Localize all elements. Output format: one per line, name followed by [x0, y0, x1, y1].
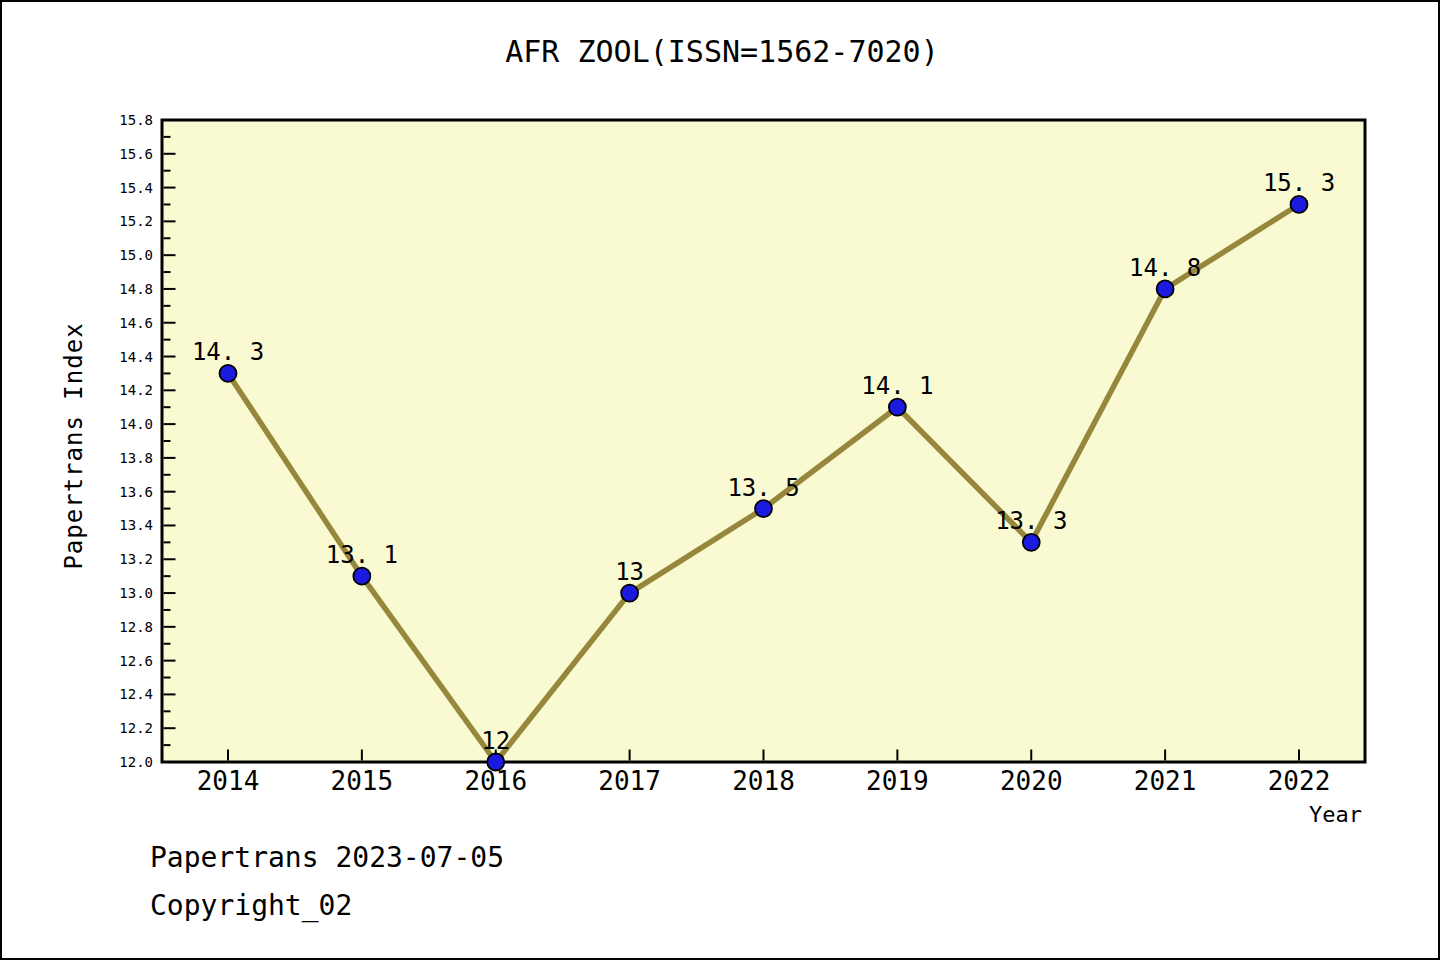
y-tick-label: 12.0	[119, 754, 153, 770]
plot-area: 12.0 12.2 12.4 12.6 12.8 13.0 13.2 13.4 13.6 13.8…	[119, 112, 1365, 796]
x-tick-label: 2017	[598, 766, 661, 796]
data-point-label: 13. 1	[326, 541, 398, 569]
page: AFR ZOOL(ISSN=1562-7020) 12.012.212.412.…	[0, 0, 1440, 960]
y-tick-label: 13.4	[119, 517, 153, 533]
y-tick-label: 12.8	[119, 619, 153, 635]
data-point-marker	[889, 399, 906, 416]
chart-title: AFR ZOOL(ISSN=1562-7020)	[505, 34, 938, 69]
y-tick-label: 14.0	[119, 416, 153, 432]
y-tick-label: 14.2	[119, 382, 153, 398]
y-tick-label: 15.8	[119, 112, 153, 128]
y-tick-label: 15.2	[119, 213, 153, 229]
chart: AFR ZOOL(ISSN=1562-7020) 12.012.212.412.…	[2, 2, 1440, 960]
y-tick-label: 12.4	[119, 686, 153, 702]
y-tick-label: 13.2	[119, 551, 153, 567]
y-tick-label: 13.8	[119, 450, 153, 466]
x-tick-label: 2022	[1268, 766, 1331, 796]
x-tick-label: 2020	[1000, 766, 1063, 796]
y-tick-label: 15.4	[119, 180, 153, 196]
data-point-marker	[755, 500, 772, 517]
data-point-label: 12	[481, 727, 510, 755]
y-tick-label: 12.2	[119, 720, 153, 736]
data-point-label: 13. 3	[995, 507, 1067, 535]
data-point-marker	[353, 568, 370, 585]
y-tick-label: 15.6	[119, 146, 153, 162]
plot-background	[162, 120, 1365, 762]
y-tick-label: 13.6	[119, 484, 153, 500]
footer-source-date: Papertrans 2023-07-05	[150, 841, 504, 874]
data-point-label: 14. 1	[861, 372, 933, 400]
x-tick-label: 2015	[331, 766, 394, 796]
x-tick-label: 2021	[1134, 766, 1197, 796]
data-point-label: 13	[615, 558, 644, 586]
data-point-label: 14. 8	[1129, 254, 1201, 282]
data-point-marker	[1291, 196, 1308, 213]
y-tick-label: 15.0	[119, 247, 153, 263]
y-tick-label: 12.6	[119, 653, 153, 669]
data-point-marker	[1023, 534, 1040, 551]
data-point-marker	[1157, 280, 1174, 297]
footer-copyright: Copyright_02	[150, 889, 352, 923]
y-tick-label: 14.8	[119, 281, 153, 297]
x-tick-label: 2019	[866, 766, 929, 796]
data-point-label: 13. 5	[727, 474, 799, 502]
y-tick-label: 14.6	[119, 315, 153, 331]
data-point-label: 15. 3	[1263, 169, 1335, 197]
x-tick-label: 2014	[197, 766, 260, 796]
x-axis-label: Year	[1309, 802, 1362, 827]
x-tick-label: 2018	[732, 766, 795, 796]
y-axis-label: Papertrans Index	[60, 322, 88, 569]
y-tick-label: 13.0	[119, 585, 153, 601]
data-point-marker	[621, 585, 638, 602]
y-tick-label: 14.4	[119, 349, 153, 365]
data-point-marker	[220, 365, 237, 382]
data-point-marker	[487, 754, 504, 771]
data-point-label: 14. 3	[192, 338, 264, 366]
